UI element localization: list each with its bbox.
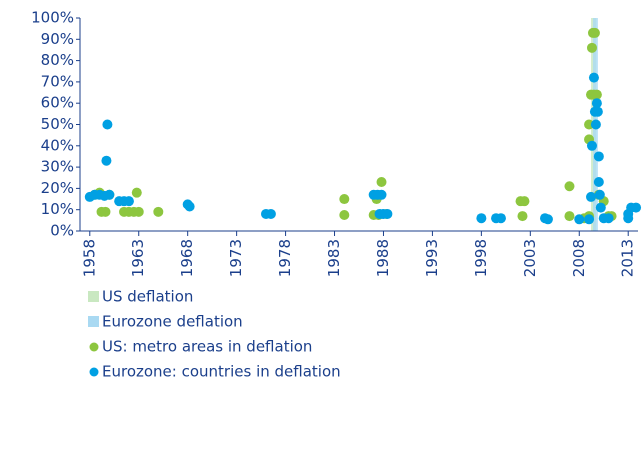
y-tick-label: 80% [41,51,74,69]
x-tick-label: 2003 [521,239,539,277]
point [593,177,604,188]
point [588,72,599,83]
legend-swatch [89,367,99,377]
y-tick-label: 90% [41,30,74,48]
y-tick-label: 60% [41,94,74,112]
point [376,189,387,200]
point [102,119,113,130]
point [123,196,134,207]
x-tick-label: 1963 [129,239,147,277]
point [542,214,553,225]
x-tick-label: 1968 [178,239,196,277]
y-tick-label: 30% [41,158,74,176]
point [589,27,600,38]
legend-swatch [88,316,99,327]
y-tick-label: 20% [41,179,74,197]
point [564,181,575,192]
point [476,213,487,224]
point [153,206,164,217]
point [265,208,276,219]
point [339,210,350,221]
y-tick-label: 10% [41,200,74,218]
point [593,151,604,162]
point [603,213,614,224]
legend-label: US: metro areas in deflation [102,338,312,356]
point [592,106,603,117]
point [586,42,597,53]
point [339,194,350,205]
x-tick-label: 1988 [374,239,392,277]
point [584,119,595,130]
x-tick-label: 2008 [570,239,588,277]
x-tick-label: 2013 [619,239,637,277]
y-tick-label: 0% [50,222,74,240]
point [591,89,602,100]
legend-label: US deflation [102,288,193,306]
y-tick-label: 100% [31,9,74,27]
y-tick-label: 70% [41,72,74,90]
legend-label: Eurozone deflation [102,313,243,331]
point [519,196,530,207]
point [591,98,602,109]
point [631,202,642,213]
x-tick-label: 1993 [423,239,441,277]
x-tick-label: 1973 [227,239,245,277]
point [101,155,112,166]
point [517,211,528,222]
y-tick-label: 40% [41,136,74,154]
legend-label: Eurozone: countries in deflation [102,363,341,381]
point [495,213,506,224]
x-tick-label: 1958 [80,239,98,277]
point [574,214,585,225]
point [590,119,601,130]
y-tick-label: 50% [41,115,74,133]
point [184,201,195,212]
point [586,191,597,202]
x-tick-label: 1983 [325,239,343,277]
point [100,206,111,217]
legend-swatch [88,291,99,302]
x-tick-label: 1978 [276,239,294,277]
point [564,211,575,222]
point [133,206,144,217]
point [131,187,142,198]
point [594,189,605,200]
x-tick-label: 1998 [472,239,490,277]
point [376,177,387,188]
point [595,202,606,213]
point [586,140,597,151]
point [104,189,115,200]
point [382,208,393,219]
point [584,214,595,225]
legend-swatch [89,342,99,352]
